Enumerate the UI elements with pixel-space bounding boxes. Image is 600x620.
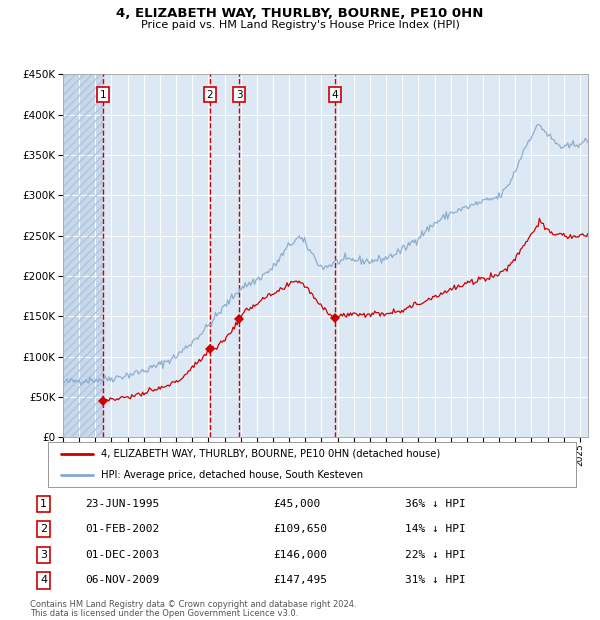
Text: 2: 2 — [40, 525, 47, 534]
Text: HPI: Average price, detached house, South Kesteven: HPI: Average price, detached house, Sout… — [101, 470, 363, 480]
Text: This data is licensed under the Open Government Licence v3.0.: This data is licensed under the Open Gov… — [30, 609, 298, 618]
Text: £147,495: £147,495 — [273, 575, 327, 585]
Text: 3: 3 — [236, 89, 243, 100]
Text: 3: 3 — [40, 550, 47, 560]
Text: 4: 4 — [332, 89, 338, 100]
Text: £45,000: £45,000 — [273, 498, 320, 508]
Text: £146,000: £146,000 — [273, 550, 327, 560]
Text: Contains HM Land Registry data © Crown copyright and database right 2024.: Contains HM Land Registry data © Crown c… — [30, 600, 356, 609]
Text: 01-DEC-2003: 01-DEC-2003 — [85, 550, 160, 560]
Bar — [63, 74, 103, 437]
Text: 4, ELIZABETH WAY, THURLBY, BOURNE, PE10 0HN (detached house): 4, ELIZABETH WAY, THURLBY, BOURNE, PE10 … — [101, 449, 440, 459]
Text: 23-JUN-1995: 23-JUN-1995 — [85, 498, 160, 508]
Bar — [63, 74, 103, 437]
Text: 36% ↓ HPI: 36% ↓ HPI — [406, 498, 466, 508]
Text: 2: 2 — [206, 89, 213, 100]
Text: 1: 1 — [40, 498, 47, 508]
Text: 06-NOV-2009: 06-NOV-2009 — [85, 575, 160, 585]
Text: 22% ↓ HPI: 22% ↓ HPI — [406, 550, 466, 560]
Text: 14% ↓ HPI: 14% ↓ HPI — [406, 525, 466, 534]
Text: 31% ↓ HPI: 31% ↓ HPI — [406, 575, 466, 585]
Text: Price paid vs. HM Land Registry's House Price Index (HPI): Price paid vs. HM Land Registry's House … — [140, 20, 460, 30]
Text: 4: 4 — [40, 575, 47, 585]
Text: 1: 1 — [100, 89, 106, 100]
Text: £109,650: £109,650 — [273, 525, 327, 534]
Text: 4, ELIZABETH WAY, THURLBY, BOURNE, PE10 0HN: 4, ELIZABETH WAY, THURLBY, BOURNE, PE10 … — [116, 7, 484, 20]
Text: 01-FEB-2002: 01-FEB-2002 — [85, 525, 160, 534]
